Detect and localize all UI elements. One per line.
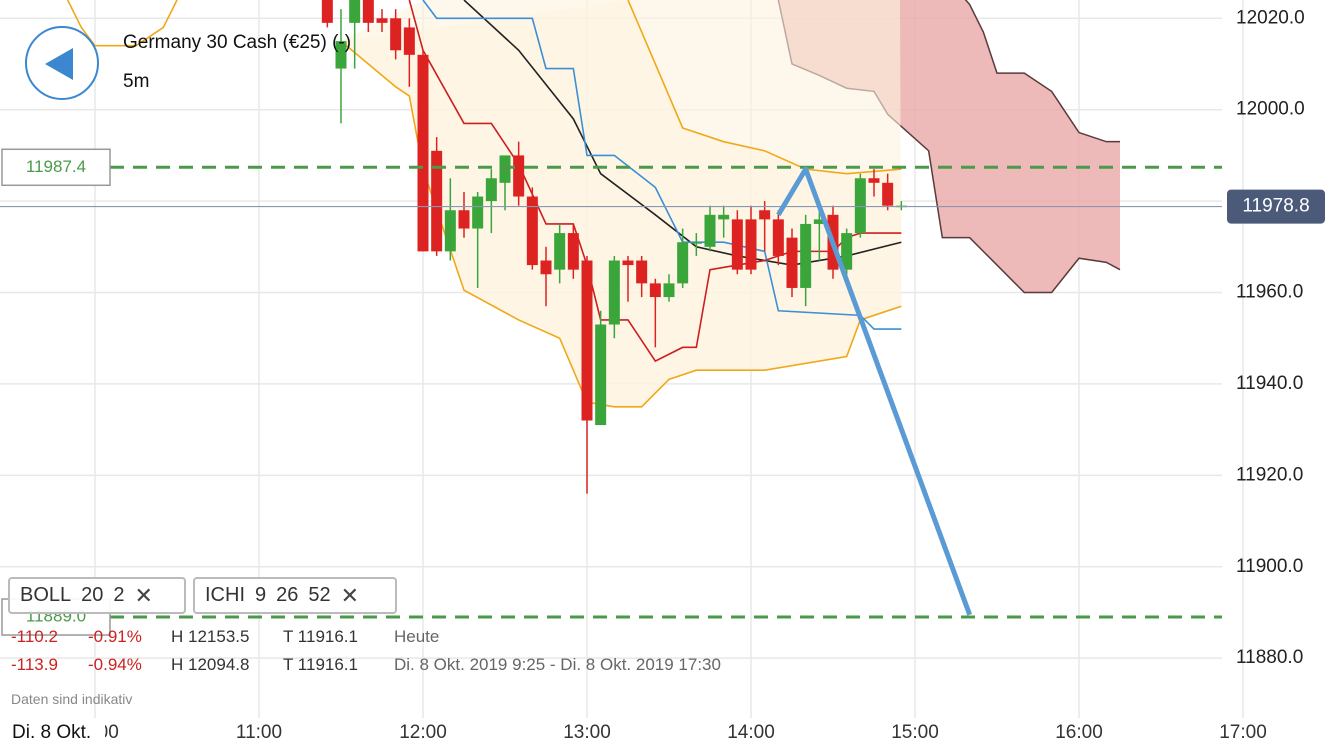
y-tick-label: 11920.0 <box>1236 464 1303 485</box>
y-tick-label: 11900.0 <box>1236 556 1303 577</box>
date-label: Di. 8 Okt. <box>0 720 106 748</box>
level-label-box <box>1 148 111 187</box>
remove-icon[interactable]: ✕ <box>340 582 360 608</box>
candle-body <box>403 27 415 55</box>
candle-body <box>485 178 497 202</box>
candle-body <box>854 178 866 234</box>
candle-body <box>499 155 511 183</box>
candle-body <box>554 233 566 270</box>
change: -113.9 <box>11 655 58 674</box>
candle-body <box>513 155 525 197</box>
x-tick-label: 11:00 <box>236 722 282 743</box>
indicator-param: 20 <box>81 584 104 606</box>
candle-body <box>335 41 347 69</box>
low: T 11916.1 <box>283 655 358 674</box>
candle-body <box>868 178 880 183</box>
x-tick-label: 17:00 <box>1219 722 1267 743</box>
y-tick-label: 12000.0 <box>1236 99 1305 120</box>
indicator-param: 2 <box>113 584 125 606</box>
low: T 11916.1 <box>283 627 358 646</box>
candle-body <box>663 283 675 298</box>
change-percent: -0.94% <box>88 655 142 674</box>
candle-body <box>677 242 689 284</box>
candle-body <box>636 260 648 284</box>
candle-body <box>567 233 579 270</box>
candle-body <box>349 0 361 23</box>
candle-body <box>813 219 825 224</box>
y-tick-label: 12020.0 <box>1236 7 1305 28</box>
candle-body <box>772 219 784 256</box>
indicator-chip[interactable]: BOLL 20 2 ✕ <box>8 577 186 614</box>
candle-body <box>622 260 634 266</box>
high: H 12094.8 <box>171 655 250 674</box>
last-price-box <box>1227 189 1325 224</box>
candle-body <box>759 210 771 220</box>
last-price-label: 11978.8 <box>1242 196 1309 217</box>
indicator-param: 26 <box>276 584 299 606</box>
x-tick-label: 13:00 <box>563 722 611 743</box>
candle-body <box>458 210 470 229</box>
candle-body <box>841 233 853 270</box>
candle-body <box>786 237 798 288</box>
candle-body <box>321 0 333 23</box>
plot-area <box>0 0 1222 619</box>
candle-body <box>376 18 388 23</box>
change-percent: -0.91% <box>88 627 142 646</box>
indicator-name: BOLL <box>20 584 72 606</box>
candle-body <box>608 260 620 325</box>
candle-body <box>882 182 894 206</box>
remove-icon[interactable]: ✕ <box>134 582 153 608</box>
candle-body <box>595 324 607 426</box>
candle-body <box>718 214 730 220</box>
indicator-param: 52 <box>308 584 331 606</box>
back-button[interactable] <box>25 26 99 100</box>
candle-body <box>472 196 484 229</box>
change: -110.2 <box>11 627 58 646</box>
indicator-param: 9 <box>255 584 267 606</box>
indicator-name: ICHI <box>205 584 245 606</box>
candle-body <box>390 18 402 51</box>
y-tick-label: 11960.0 <box>1236 282 1303 303</box>
y-tick-label: 11940.0 <box>1236 373 1303 394</box>
x-tick-label: 16:00 <box>1055 722 1103 743</box>
candle-body <box>731 219 743 270</box>
back-icon <box>45 48 73 80</box>
candle-body <box>431 150 443 252</box>
x-tick-label: 12:00 <box>399 722 447 743</box>
candle-body <box>704 214 716 247</box>
x-tick-label: 15:00 <box>891 722 939 743</box>
candle-body <box>581 260 593 421</box>
cloud-edge <box>964 0 1120 143</box>
note: Daten sind indikativ <box>11 691 133 707</box>
band-fill <box>341 0 902 407</box>
level-label: 11987.4 <box>26 157 86 176</box>
period: Heute <box>394 627 440 646</box>
candle-body <box>417 54 429 252</box>
candle-body <box>800 223 812 288</box>
interval: 5m <box>123 71 150 92</box>
indicator-line <box>422 0 902 330</box>
candle-body <box>444 210 456 252</box>
x-tick-label: 14:00 <box>727 722 775 743</box>
trendline <box>776 166 973 616</box>
candle-body <box>362 0 374 23</box>
candle-body <box>526 196 538 266</box>
instrument-title: Germany 30 Cash (€25) (-) <box>123 32 352 53</box>
y-tick-label: 11880.0 <box>1236 647 1303 668</box>
candle-body <box>649 283 661 298</box>
candle-body <box>690 242 702 244</box>
candle-body <box>540 260 552 275</box>
period: Di. 8 Okt. 2019 9:25 - Di. 8 Okt. 2019 1… <box>394 655 721 674</box>
high: H 12153.5 <box>171 627 250 646</box>
indicator-line <box>627 0 902 175</box>
candle-body <box>745 219 757 270</box>
indicator-chip[interactable]: ICHI 9 26 52 ✕ <box>193 577 397 614</box>
indicator-line <box>463 0 902 266</box>
